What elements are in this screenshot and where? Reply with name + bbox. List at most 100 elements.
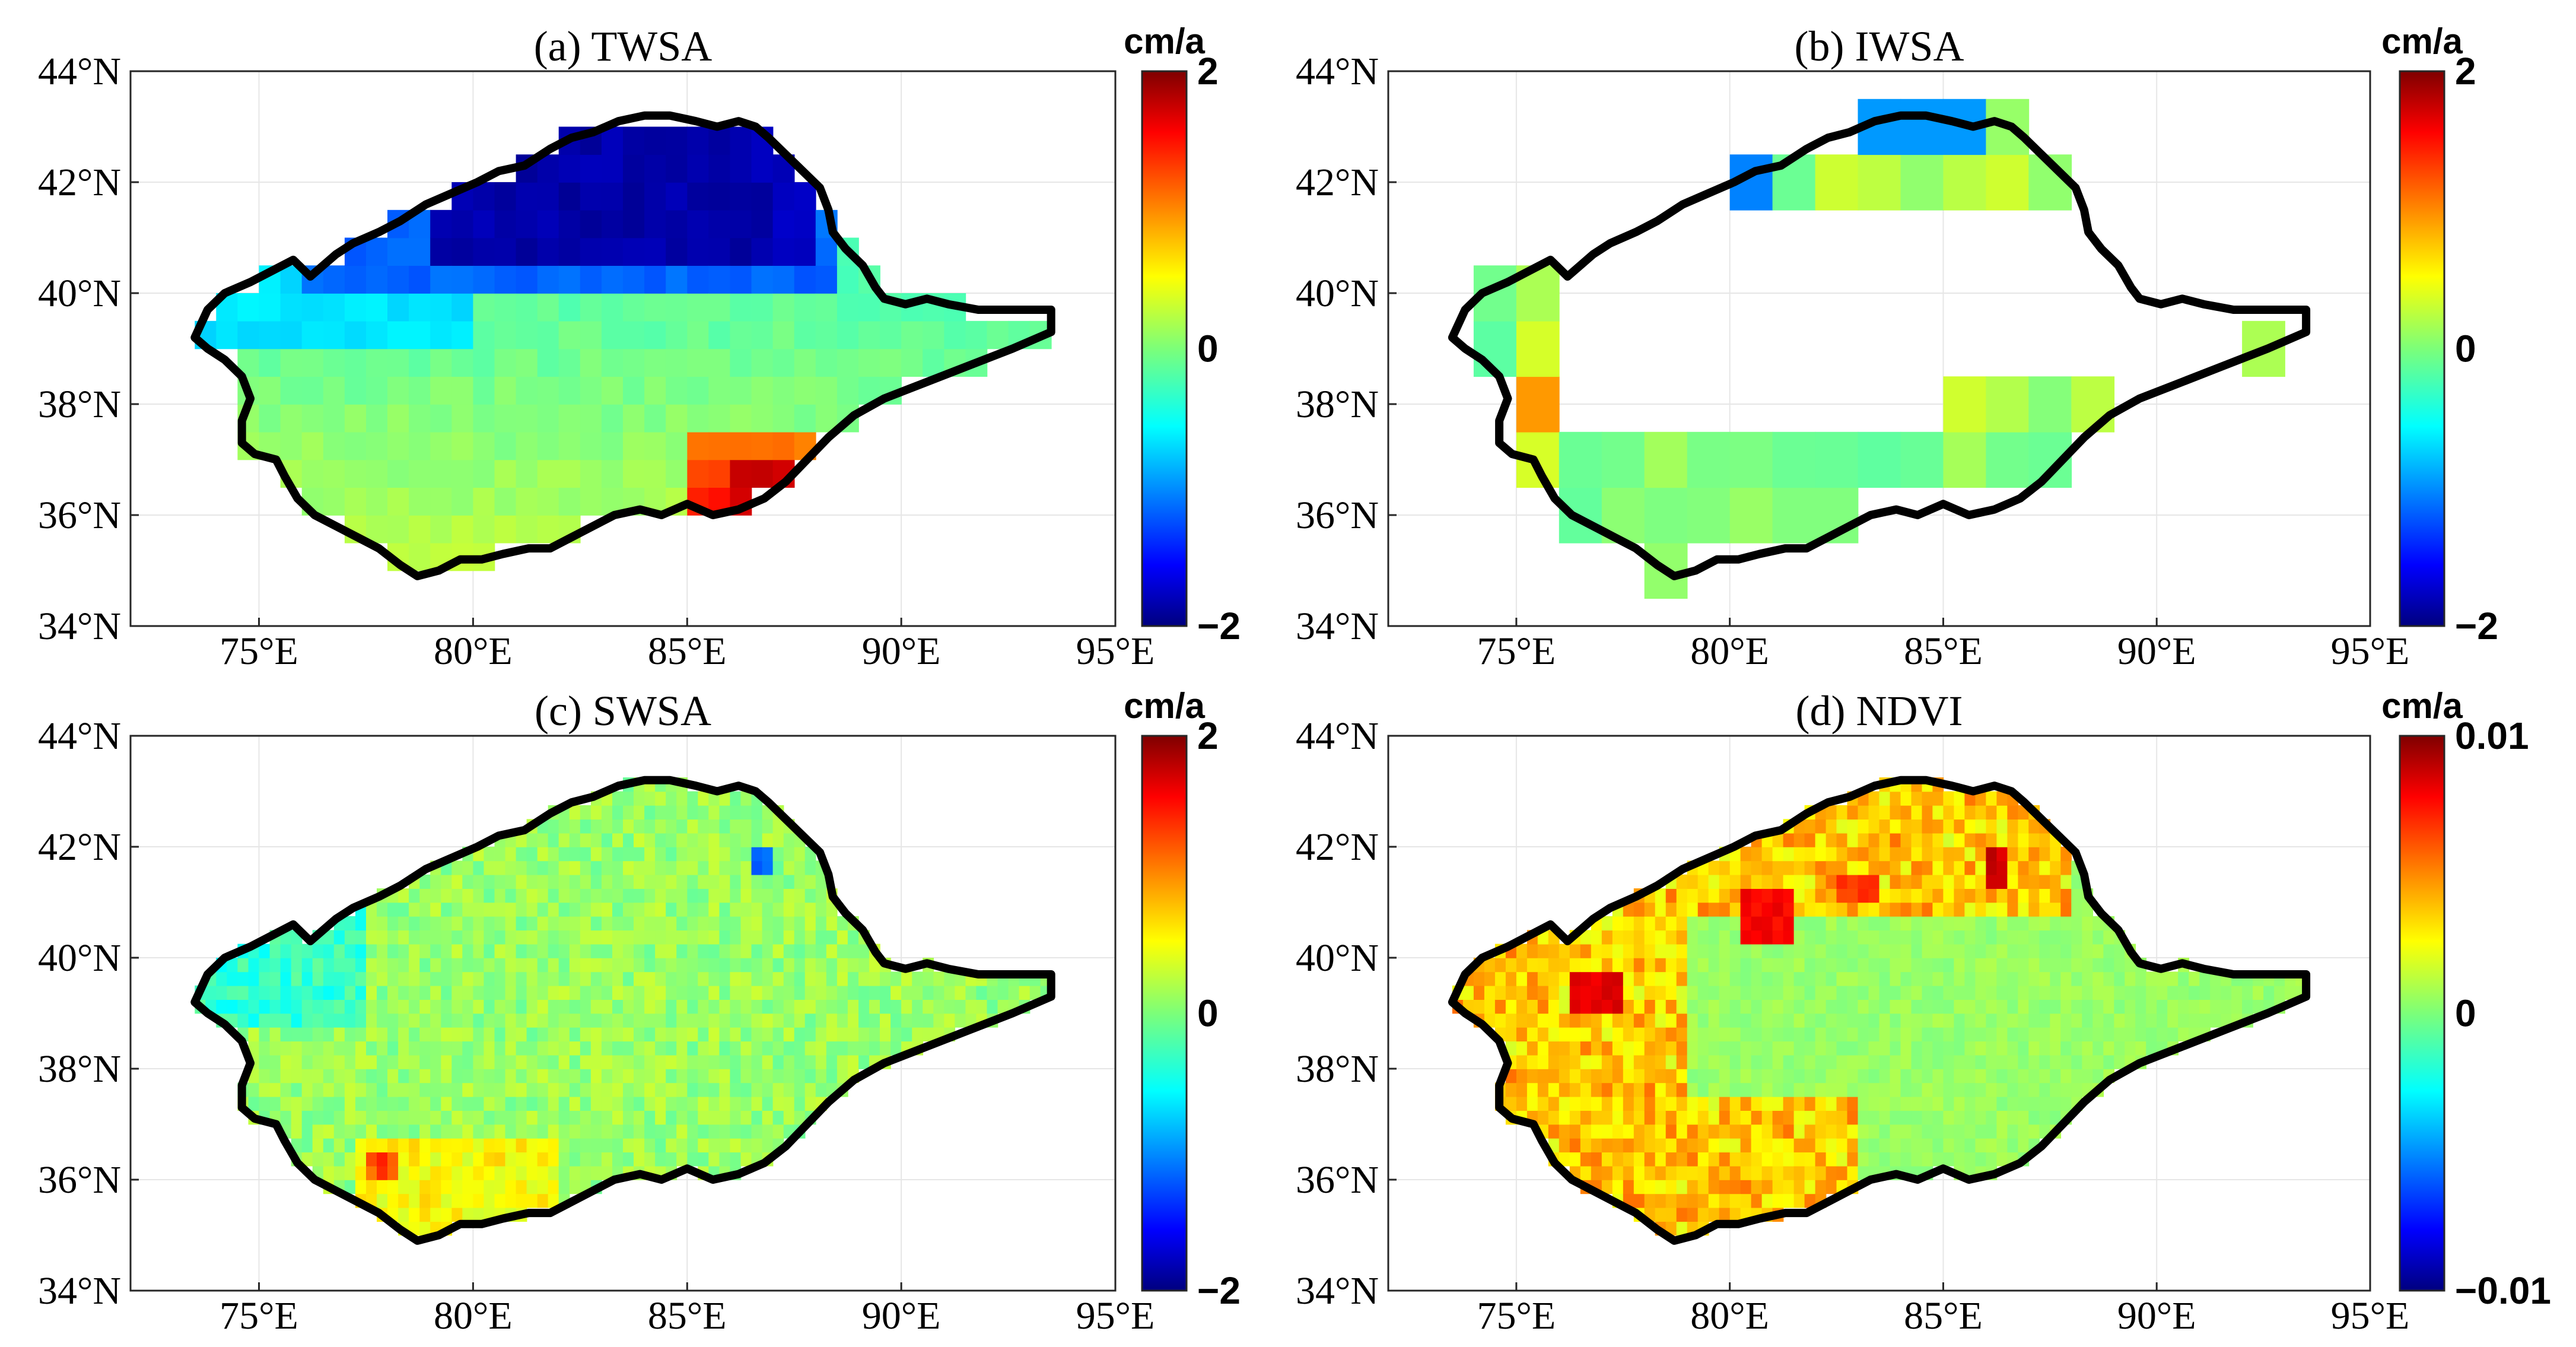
- raster-cell: [312, 958, 324, 973]
- raster-cell: [1922, 1096, 1933, 1111]
- raster-cell: [2210, 1013, 2221, 1028]
- raster-cell: [1804, 833, 1816, 847]
- raster-cell: [740, 1096, 752, 1111]
- raster-cell: [655, 1152, 666, 1167]
- raster-cell: [1836, 847, 1848, 862]
- raster-cell: [1687, 1069, 1699, 1084]
- raster-cell: [2050, 1096, 2062, 1111]
- raster-cell: [612, 1054, 624, 1069]
- raster-cell: [1900, 860, 1912, 875]
- raster-cell: [891, 985, 902, 1000]
- raster-cell: [1996, 819, 2008, 834]
- raster-cell: [1526, 1096, 1538, 1111]
- raster-cell: [1996, 902, 2008, 917]
- raster-cell: [1623, 1027, 1634, 1042]
- raster-cell: [762, 833, 774, 847]
- raster-cell: [558, 819, 570, 834]
- raster-cell: [1761, 874, 1773, 889]
- raster-cell: [569, 1082, 581, 1097]
- raster-cell: [441, 1124, 453, 1139]
- raster-cell: [1954, 833, 1966, 847]
- raster-cell: [494, 1013, 506, 1028]
- raster-cell: [1900, 999, 1912, 1014]
- raster-cell: [1783, 860, 1795, 875]
- raster-cell: [1868, 874, 1880, 889]
- raster-cell: [377, 1027, 388, 1042]
- raster-cell: [451, 888, 463, 903]
- raster-cell: [484, 1013, 495, 1028]
- raster-cell: [623, 985, 634, 1000]
- raster-cell: [462, 1124, 474, 1139]
- raster-cell: [2018, 1124, 2030, 1139]
- raster-cell: [1879, 860, 1891, 875]
- raster-cell: [751, 1013, 763, 1028]
- raster-cell: [1761, 999, 1773, 1014]
- raster-cell: [484, 1180, 495, 1194]
- raster-cell: [2028, 1027, 2040, 1042]
- raster-cell: [441, 888, 453, 903]
- raster-cell: [1900, 431, 1944, 488]
- raster-cell: [377, 1041, 388, 1056]
- raster-cell: [1751, 860, 1763, 875]
- raster-cell: [1580, 1054, 1592, 1069]
- raster-cell: [441, 1207, 453, 1222]
- raster-cell: [1687, 1041, 1699, 1056]
- raster-cell: [419, 1221, 431, 1236]
- raster-cell: [1676, 1138, 1688, 1153]
- raster-cell: [1729, 874, 1741, 889]
- raster-cell: [1922, 1054, 1933, 1069]
- raster-cell: [1868, 1138, 1880, 1153]
- raster-cell: [730, 348, 752, 377]
- raster-cell: [623, 902, 634, 917]
- raster-cell: [644, 1041, 656, 1056]
- raster-cell: [558, 1110, 570, 1125]
- raster-cell: [1879, 1124, 1891, 1139]
- raster-cell: [730, 1069, 742, 1084]
- raster-cell: [301, 1069, 313, 1084]
- raster-cell: [580, 943, 591, 958]
- raster-cell: [301, 1138, 313, 1153]
- raster-cell: [590, 943, 602, 958]
- raster-cell: [1751, 943, 1763, 958]
- raster-cell: [666, 320, 688, 350]
- raster-cell: [644, 833, 656, 847]
- raster-cell: [548, 1027, 559, 1042]
- raster-cell: [1612, 958, 1624, 973]
- raster-cell: [441, 1138, 453, 1153]
- raster-cell: [473, 1193, 485, 1208]
- raster-cell: [2210, 985, 2221, 1000]
- raster-cell: [366, 1110, 377, 1125]
- raster-cell: [783, 860, 795, 875]
- raster-cell: [505, 1165, 517, 1180]
- raster-cell: [815, 1054, 827, 1069]
- raster-cell: [783, 888, 795, 903]
- raster-cell: [1772, 1069, 1784, 1084]
- raster-cell: [719, 985, 731, 1000]
- raster-cell: [2103, 999, 2115, 1014]
- raster-cell: [794, 293, 816, 322]
- raster-cell: [1879, 1138, 1891, 1153]
- raster-cell: [1687, 930, 1699, 945]
- raster-cell: [1537, 1082, 1549, 1097]
- raster-cell: [580, 902, 591, 917]
- raster-cell: [612, 847, 624, 862]
- raster-cell: [751, 902, 763, 917]
- raster-cell: [430, 348, 453, 377]
- raster-cell: [1697, 874, 1709, 889]
- raster-cell: [301, 376, 324, 405]
- raster-cell: [333, 1069, 345, 1084]
- raster-cell: [516, 1110, 527, 1125]
- raster-cell: [1804, 860, 1816, 875]
- raster-cell: [398, 902, 409, 917]
- raster-cell: [1804, 1082, 1816, 1097]
- raster-cell: [451, 1054, 463, 1069]
- raster-cell: [1879, 805, 1891, 820]
- raster-cell: [815, 874, 827, 889]
- raster-cell: [1687, 985, 1699, 1000]
- raster-cell: [666, 293, 688, 322]
- raster-cell: [430, 1069, 441, 1084]
- raster-cell: [644, 791, 656, 806]
- raster-cell: [387, 1082, 399, 1097]
- raster-cell: [655, 819, 666, 834]
